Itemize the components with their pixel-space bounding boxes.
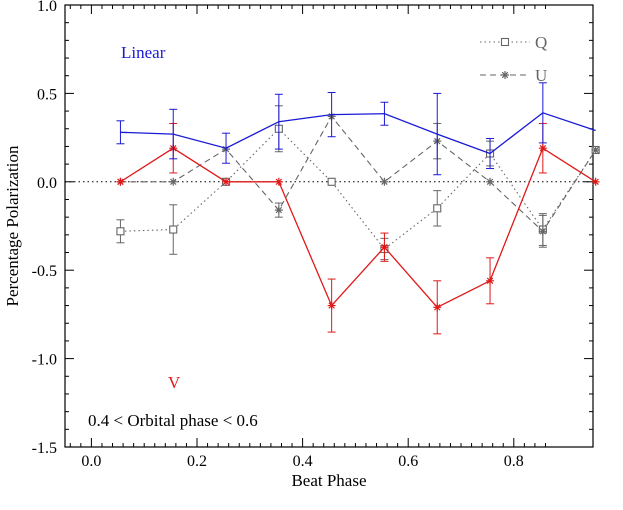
- linear-line: [120, 112, 596, 155]
- y-tick-label: -1.5: [32, 440, 57, 457]
- x-tick-label: 0.8: [504, 453, 524, 470]
- v-line: [120, 147, 596, 309]
- v-series: [116, 122, 600, 335]
- v-point: [222, 177, 231, 186]
- v-point: [486, 276, 495, 285]
- u-point: [274, 206, 283, 215]
- plot-frame: [64, 4, 594, 448]
- legend-q-label: Q: [535, 33, 547, 52]
- v-point: [274, 177, 283, 186]
- y-tick-label: 0.0: [37, 175, 57, 192]
- axis-ticks: 0.0 0.2 0.4 0.6 0.8 -1.5 -1.0 -0.5 0.0 0.5 1.0: [32, 0, 593, 470]
- u-point: [591, 145, 600, 154]
- v-point: [116, 177, 125, 186]
- legend: QU: [480, 33, 547, 85]
- v-point: [380, 243, 389, 252]
- u-point: [538, 227, 547, 236]
- v-point: [433, 303, 442, 312]
- q-line: [120, 128, 597, 250]
- y-tick-label: -0.5: [32, 263, 57, 280]
- linear-annotation: Linear: [121, 43, 166, 62]
- legend-q-marker: [500, 37, 510, 47]
- phase-note: 0.4 < Orbital phase < 0.6: [88, 411, 258, 430]
- u-series: [116, 112, 600, 248]
- v-point: [327, 301, 336, 310]
- x-tick-label: 0.6: [398, 453, 418, 470]
- y-tick-label: 0.5: [37, 86, 57, 103]
- u-line: [120, 115, 597, 233]
- u-point: [380, 177, 389, 186]
- y-axis-label: Percentage Polarization: [3, 145, 22, 306]
- x-tick-label: 0.4: [293, 453, 313, 470]
- legend-u-marker: [501, 71, 509, 79]
- q-point: [116, 227, 125, 236]
- x-tick-label: 0.2: [187, 453, 207, 470]
- v-point: [591, 177, 600, 186]
- linear-series: [116, 82, 596, 176]
- x-tick-label: 0.0: [81, 453, 101, 470]
- q-point: [327, 177, 336, 186]
- y-tick-label: 1.0: [37, 0, 57, 15]
- q-series: [116, 105, 600, 261]
- q-point: [169, 225, 178, 234]
- v-point: [538, 144, 547, 153]
- series-layer: [116, 82, 600, 335]
- u-point: [169, 177, 178, 186]
- u-point: [486, 177, 495, 186]
- v-annotation: V: [168, 373, 181, 392]
- x-axis-label: Beat Phase: [291, 471, 366, 490]
- q-point: [433, 204, 442, 213]
- legend-u-label: U: [535, 66, 547, 85]
- y-tick-label: -1.0: [32, 352, 57, 369]
